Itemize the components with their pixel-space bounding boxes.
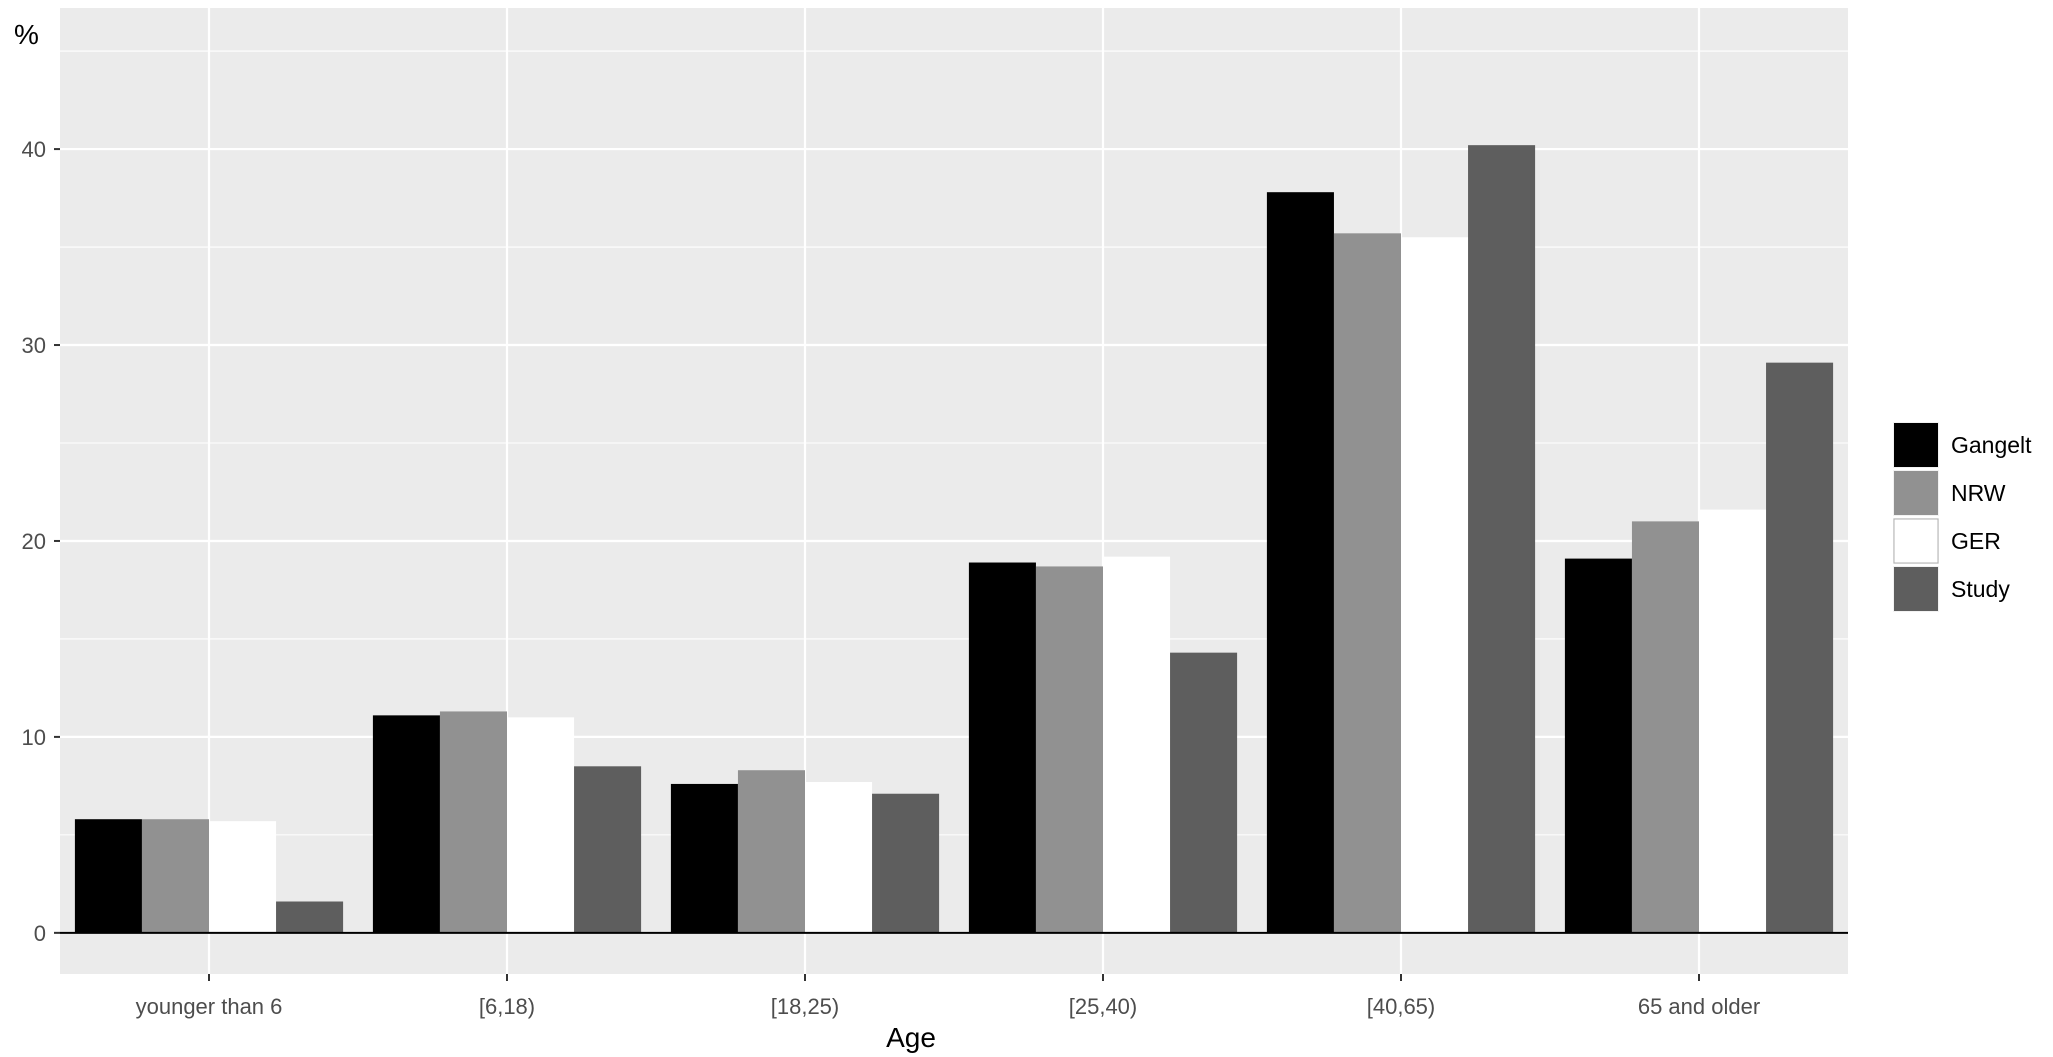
bar-nrw-2 — [737, 770, 805, 933]
bar-nrw-0 — [141, 819, 209, 933]
bar-gangelt-2 — [670, 783, 738, 933]
bar-gangelt-4 — [1266, 192, 1334, 933]
bar-gangelt-1 — [372, 715, 440, 933]
legend-label-study: Study — [1951, 576, 2010, 602]
bar-study-2 — [872, 793, 940, 933]
bar-study-5 — [1766, 362, 1834, 933]
bar-study-0 — [276, 901, 344, 933]
x-tick-label: 65 and older — [1638, 994, 1760, 1019]
bar-gangelt-3 — [968, 562, 1036, 933]
bar-ger-3 — [1103, 556, 1171, 933]
x-tick-label: [25,40) — [1069, 994, 1138, 1019]
x-tick-label: [6,18) — [479, 994, 535, 1019]
y-axis: 0 10 20 30 40 — [22, 137, 60, 946]
y-tick-label: 10 — [22, 725, 46, 750]
bar-ger-1 — [507, 717, 575, 933]
legend-swatch-nrw — [1894, 471, 1938, 515]
bar-study-4 — [1468, 145, 1536, 933]
x-axis: younger than 6 [6,18) [18,25) [25,40) [40,65… — [136, 974, 1760, 1019]
legend: Gangelt NRW GER Study — [1893, 422, 2032, 612]
x-axis-title: Age — [886, 1022, 936, 1053]
bar-study-1 — [574, 766, 642, 933]
legend-label-gangelt: Gangelt — [1951, 432, 2032, 458]
bar-ger-2 — [805, 781, 873, 933]
legend-swatch-ger — [1893, 518, 1939, 564]
bar-nrw-4 — [1333, 233, 1401, 933]
bar-study-3 — [1170, 652, 1238, 933]
bar-ger-4 — [1401, 237, 1469, 933]
bar-gangelt-5 — [1564, 558, 1632, 933]
bars — [74, 145, 1834, 933]
legend-label-ger: GER — [1951, 528, 2001, 554]
y-axis-title: % — [14, 19, 39, 50]
x-tick-label: [18,25) — [771, 994, 840, 1019]
y-tick-label: 20 — [22, 529, 46, 554]
y-tick-label: 40 — [22, 137, 46, 162]
legend-swatch-gangelt — [1894, 423, 1938, 467]
bar-ger-5 — [1699, 509, 1767, 933]
bar-ger-0 — [209, 821, 277, 933]
plot-panel — [60, 8, 1848, 974]
legend-label-nrw: NRW — [1951, 480, 2006, 506]
legend-swatch-study — [1894, 567, 1938, 611]
x-tick-label: [40,65) — [1367, 994, 1436, 1019]
bar-gangelt-0 — [74, 819, 142, 933]
y-tick-label: 30 — [22, 333, 46, 358]
bar-nrw-1 — [439, 711, 507, 933]
bar-nrw-5 — [1631, 521, 1699, 933]
y-tick-label: 0 — [34, 921, 46, 946]
bar-nrw-3 — [1035, 566, 1103, 933]
x-tick-label: younger than 6 — [136, 994, 283, 1019]
